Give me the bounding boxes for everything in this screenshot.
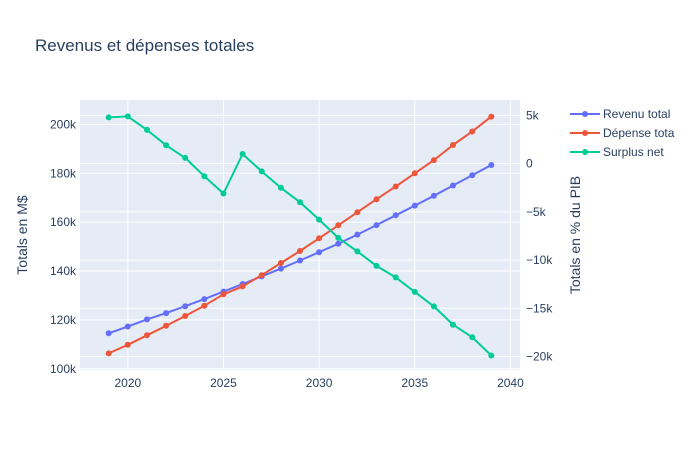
data-point[interactable] xyxy=(392,212,399,219)
y2-tick-label: −20k xyxy=(526,350,553,364)
data-point[interactable] xyxy=(316,235,323,242)
data-point[interactable] xyxy=(258,272,265,279)
y-tick-label: 120k xyxy=(50,313,77,327)
y-tick-label: 100k xyxy=(50,362,77,376)
tick-labels: 2020 2025 2030 2035 2040 100k 120k 140k 160k 180k… xyxy=(50,108,553,390)
data-point[interactable] xyxy=(239,283,246,290)
data-point[interactable] xyxy=(277,260,284,266)
data-point[interactable] xyxy=(469,128,476,135)
data-point[interactable] xyxy=(450,321,456,328)
data-point[interactable] xyxy=(124,113,131,120)
data-point[interactable] xyxy=(450,142,456,148)
data-point[interactable] xyxy=(144,332,150,339)
y2-tick-label: −15k xyxy=(526,301,553,315)
y2-tick-label: −10k xyxy=(526,253,553,267)
legend-item[interactable]: Revenu total xyxy=(570,107,670,121)
data-point[interactable] xyxy=(469,172,476,179)
y2-tick-label: −5k xyxy=(526,205,547,219)
data-point[interactable] xyxy=(373,222,380,229)
y2-axis-title: Totals en % du PIB xyxy=(567,176,583,294)
y-axis-title: Totals en M$ xyxy=(14,195,30,275)
y-tick-label: 140k xyxy=(50,264,77,278)
data-point[interactable] xyxy=(182,313,189,319)
data-point[interactable] xyxy=(430,303,437,310)
series-0 xyxy=(105,162,495,337)
data-point[interactable] xyxy=(220,190,227,197)
series-group xyxy=(105,113,495,359)
data-point[interactable] xyxy=(411,170,418,177)
legend-item[interactable]: Dépense tota xyxy=(570,126,675,140)
y2-tick-label: 5k xyxy=(526,108,540,122)
data-point[interactable] xyxy=(201,296,208,303)
data-point[interactable] xyxy=(335,234,342,241)
data-point[interactable] xyxy=(105,330,112,337)
data-point[interactable] xyxy=(373,196,380,203)
data-point[interactable] xyxy=(201,173,208,180)
data-point[interactable] xyxy=(182,303,189,310)
data-point[interactable] xyxy=(258,168,265,175)
x-tick-label: 2030 xyxy=(306,376,333,390)
series-1 xyxy=(105,113,495,357)
data-point[interactable] xyxy=(316,216,323,223)
data-point[interactable] xyxy=(297,199,303,206)
plot-area xyxy=(80,100,520,370)
data-point[interactable] xyxy=(182,154,189,161)
data-point[interactable] xyxy=(488,113,495,120)
data-point[interactable] xyxy=(239,151,246,157)
data-point[interactable] xyxy=(124,341,131,348)
data-point[interactable] xyxy=(392,274,399,281)
data-point[interactable] xyxy=(373,262,380,269)
data-point[interactable] xyxy=(124,323,131,330)
data-point[interactable] xyxy=(354,248,361,255)
data-point[interactable] xyxy=(469,334,476,341)
data-point[interactable] xyxy=(430,192,437,199)
legend[interactable]: Revenu total Dépense tota Surplus net xyxy=(570,107,675,159)
y-tick-label: 160k xyxy=(50,215,77,229)
legend-item[interactable]: Surplus net xyxy=(570,145,664,159)
data-point[interactable] xyxy=(220,291,227,298)
data-point[interactable] xyxy=(316,249,323,256)
legend-marker-icon xyxy=(582,111,588,117)
data-point[interactable] xyxy=(354,231,361,238)
legend-label: Dépense tota xyxy=(603,126,675,140)
x-tick-label: 2020 xyxy=(114,376,141,390)
data-point[interactable] xyxy=(144,126,150,133)
data-point[interactable] xyxy=(277,184,284,191)
y2-tick-label: 0 xyxy=(526,157,533,171)
legend-label: Revenu total xyxy=(603,107,670,121)
data-point[interactable] xyxy=(105,114,112,121)
data-point[interactable] xyxy=(163,322,170,329)
data-point[interactable] xyxy=(163,142,170,149)
data-point[interactable] xyxy=(335,240,342,247)
data-point[interactable] xyxy=(277,265,284,272)
data-point[interactable] xyxy=(163,310,170,317)
data-point[interactable] xyxy=(201,302,208,309)
chart-title: Revenus et dépenses totales xyxy=(35,36,254,55)
data-point[interactable] xyxy=(392,183,399,190)
data-point[interactable] xyxy=(335,222,342,229)
data-point[interactable] xyxy=(144,316,150,323)
legend-marker-icon xyxy=(582,149,588,155)
data-point[interactable] xyxy=(297,248,303,254)
legend-marker-icon xyxy=(582,130,588,136)
data-point[interactable] xyxy=(450,182,456,189)
data-point[interactable] xyxy=(488,162,495,168)
legend-label: Surplus net xyxy=(603,145,664,159)
series-2 xyxy=(105,113,495,359)
data-point[interactable] xyxy=(430,157,437,164)
data-point[interactable] xyxy=(105,350,112,357)
x-tick-label: 2025 xyxy=(210,376,237,390)
data-point[interactable] xyxy=(411,202,418,209)
data-point[interactable] xyxy=(488,352,495,359)
data-point[interactable] xyxy=(354,209,361,216)
data-point[interactable] xyxy=(411,288,418,295)
x-tick-label: 2035 xyxy=(401,376,428,390)
y-tick-label: 180k xyxy=(50,166,77,180)
y-tick-label: 200k xyxy=(50,117,77,131)
x-tick-label: 2040 xyxy=(497,376,524,390)
data-point[interactable] xyxy=(297,257,303,264)
